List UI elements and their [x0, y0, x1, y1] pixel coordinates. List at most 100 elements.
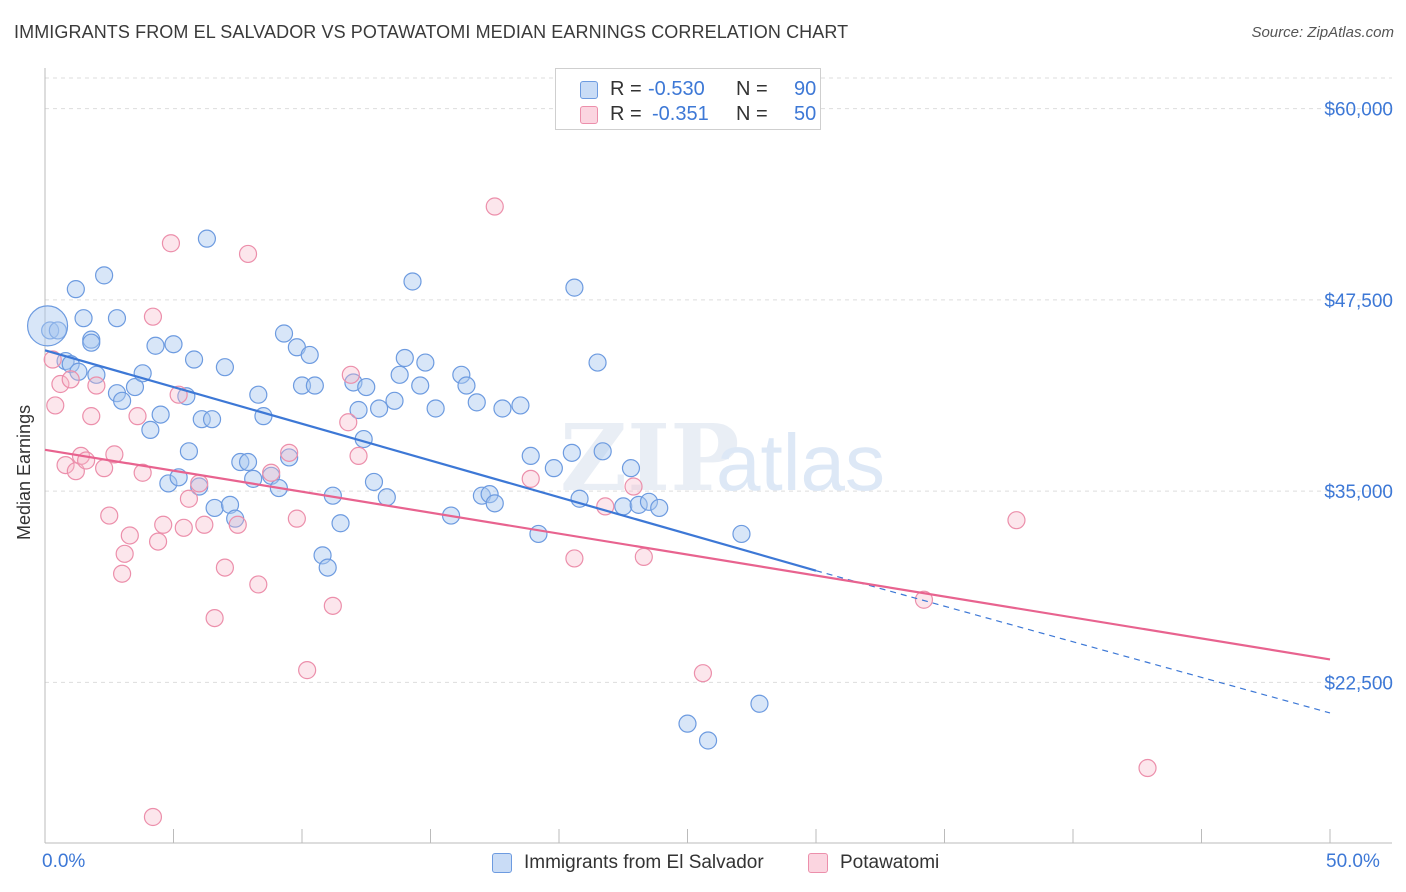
legend-swatch-blue: [580, 81, 598, 99]
point-potawatomi: [565, 549, 584, 568]
point-potawatomi: [249, 575, 268, 594]
point-potawatomi: [61, 370, 80, 389]
point-el-salvador: [159, 474, 178, 493]
point-el-salvador: [544, 459, 563, 478]
point-el-salvador: [377, 488, 396, 507]
point-potawatomi: [43, 350, 62, 369]
point-potawatomi: [238, 244, 258, 264]
point-el-salvador: [588, 353, 607, 372]
point-el-salvador: [395, 348, 414, 368]
y-axis-label: Median Earnings: [14, 404, 34, 540]
watermark: ZIP atlas: [560, 404, 885, 512]
point-potawatomi: [287, 509, 306, 528]
point-el-salvador: [66, 280, 85, 299]
trend-layer: [44, 349, 1331, 714]
point-el-salvador: [426, 399, 445, 418]
point-el-salvador: [141, 420, 160, 439]
point-el-salvador: [357, 377, 376, 397]
point-potawatomi: [298, 661, 317, 680]
point-el-salvador: [179, 442, 199, 461]
y-tick-label: $22,500: [1324, 673, 1393, 694]
point-potawatomi: [143, 807, 163, 827]
point-el-salvador: [82, 333, 101, 352]
point-potawatomi: [262, 463, 281, 482]
point-el-salvador: [629, 495, 648, 514]
point-potawatomi: [914, 590, 934, 609]
point-el-salvador: [385, 391, 404, 410]
point-el-salvador: [364, 472, 384, 492]
point-potawatomi: [133, 463, 152, 482]
stats-legend: R = -0.530 N = 90 R = -0.351 N = 50: [555, 68, 821, 130]
point-potawatomi: [280, 443, 299, 462]
point-el-salvador: [678, 714, 697, 733]
bottom-legend-label: Potawatomi: [840, 852, 940, 873]
point-potawatomi: [143, 307, 163, 326]
point-el-salvador: [467, 393, 486, 412]
point-potawatomi: [190, 474, 209, 493]
bottom-legend-swatch-blue: [492, 853, 512, 873]
legend-r-value: -0.530: [648, 78, 705, 100]
point-el-salvador: [305, 376, 324, 395]
point-potawatomi: [174, 518, 193, 537]
point-el-salvador: [318, 558, 337, 577]
legend-n-label: N =: [736, 103, 768, 125]
point-el-salvador: [511, 396, 530, 415]
point-el-salvador: [48, 321, 67, 340]
point-potawatomi: [56, 455, 75, 475]
point-el-salvador: [750, 694, 769, 713]
point-el-salvador: [411, 376, 430, 395]
point-el-salvador: [300, 345, 319, 365]
watermark-zip: ZIP: [560, 404, 739, 512]
point-el-salvador: [292, 376, 312, 395]
point-el-salvador: [390, 365, 409, 384]
axis-layer: $22,500 $35,000 $47,500 $60,000: [44, 68, 1393, 844]
point-el-salvador: [331, 514, 350, 533]
point-potawatomi: [624, 477, 643, 496]
point-el-salvador: [107, 309, 127, 328]
watermark-atlas: atlas: [716, 418, 885, 507]
point-potawatomi: [179, 489, 199, 508]
point-el-salvador: [480, 485, 499, 504]
point-el-salvador: [280, 448, 299, 467]
point-el-salvador: [639, 492, 659, 511]
point-el-salvador: [164, 335, 183, 354]
point-potawatomi: [521, 469, 540, 488]
point-potawatomi: [161, 234, 181, 253]
x-tick-label-min: 0.0%: [42, 851, 86, 872]
point-potawatomi: [46, 396, 65, 415]
point-potawatomi: [485, 197, 504, 216]
point-potawatomi: [634, 547, 653, 566]
y-tick-label: $47,500: [1324, 291, 1393, 312]
point-potawatomi: [115, 544, 134, 563]
point-potawatomi: [205, 608, 224, 628]
point-el-salvador: [732, 524, 751, 544]
y-tick-label: $35,000: [1324, 482, 1393, 503]
point-potawatomi: [195, 515, 214, 534]
point-potawatomi: [228, 515, 247, 534]
point-el-salvador: [69, 362, 88, 381]
point-el-salvador: [125, 377, 145, 397]
point-potawatomi: [112, 564, 132, 583]
point-el-salvador: [215, 358, 234, 377]
bottom-legend-swatch-pink: [808, 853, 828, 873]
point-el-salvador: [74, 309, 93, 328]
point-el-salvador: [650, 498, 669, 518]
point-el-salvador: [202, 410, 222, 429]
point-el-salvador: [197, 229, 217, 248]
point-el-salvador: [112, 391, 132, 410]
point-el-salvador: [416, 353, 435, 372]
point-el-salvador: [238, 452, 258, 472]
bottom-legend-label: Immigrants from El Salvador: [524, 852, 764, 873]
x-tick-label-max: 50.0%: [1326, 851, 1380, 872]
trendline-el-salvador: [44, 349, 817, 572]
source-label: Source: ZipAtlas.com: [1251, 24, 1394, 41]
point-el-salvador: [562, 443, 581, 462]
point-potawatomi: [154, 515, 173, 534]
point-el-salvador: [370, 399, 389, 418]
trendline-el-salvador-extension: [815, 570, 1331, 714]
point-el-salvador: [529, 524, 548, 544]
point-el-salvador: [249, 385, 268, 404]
y-tick-label: $60,000: [1324, 100, 1393, 121]
point-el-salvador: [521, 446, 540, 466]
legend-r-label: R =: [610, 78, 642, 100]
